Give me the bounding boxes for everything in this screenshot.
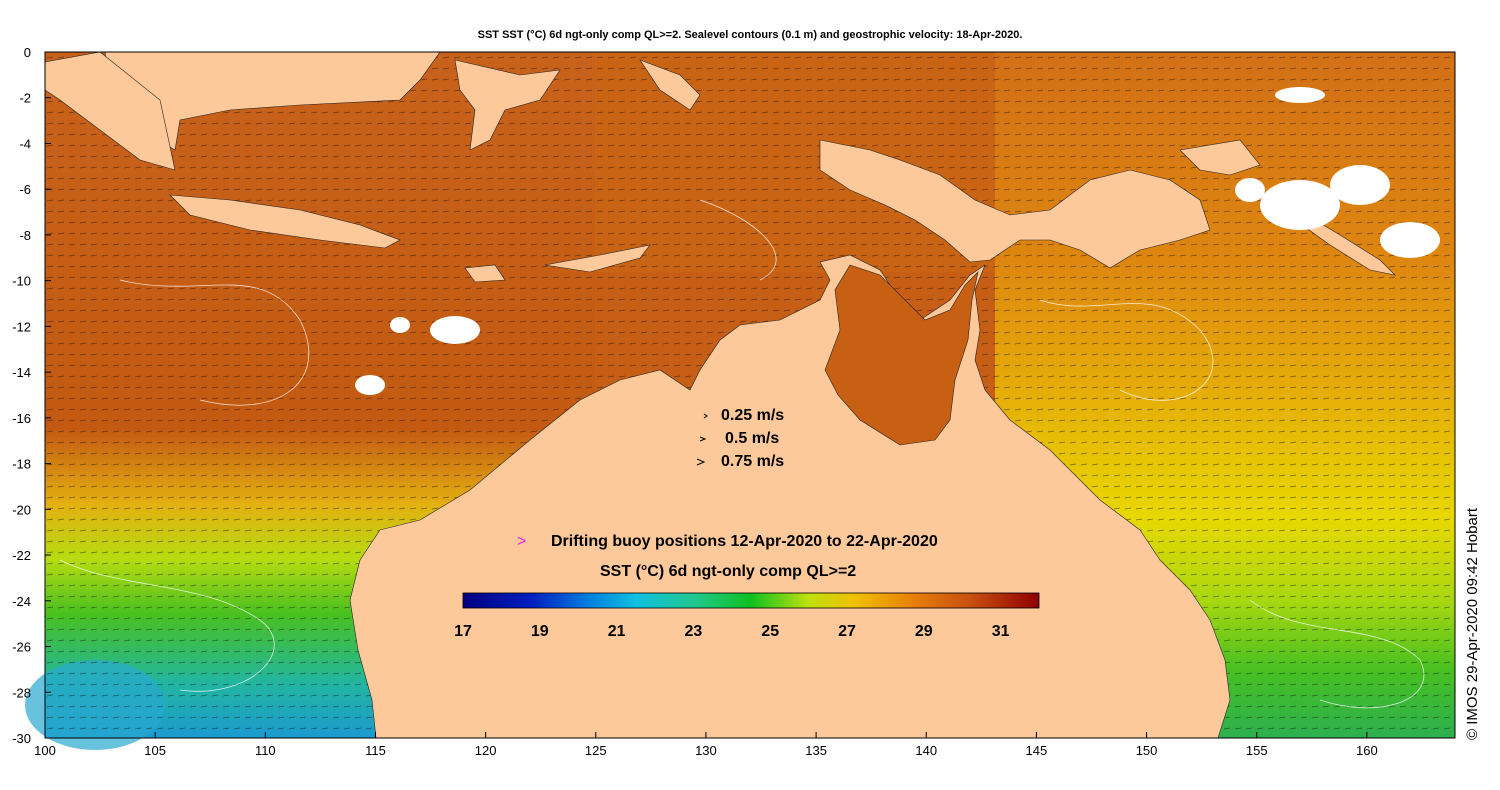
y-tick-label: -28 — [12, 685, 31, 700]
y-tick-label: -12 — [12, 319, 31, 334]
y-tick-label: -26 — [12, 640, 31, 655]
x-tick-label: 150 — [1136, 743, 1158, 758]
colorbar-tick-label: 31 — [992, 623, 1010, 640]
new-britain-landmass — [1179, 139, 1261, 176]
y-tick-label: -30 — [12, 731, 31, 746]
x-tick-label: 110 — [255, 743, 276, 758]
x-tick-label: 100 — [34, 743, 56, 758]
x-tick-label: 120 — [475, 743, 497, 758]
y-tick-label: -4 — [19, 136, 31, 151]
x-tick-label: 135 — [805, 743, 827, 758]
buoy-legend-symbol: > — [517, 533, 527, 550]
x-tick-label: 140 — [915, 743, 937, 758]
y-tick-label: -16 — [12, 411, 31, 426]
y-tick-label: -18 — [12, 457, 31, 472]
sealevel-contours — [59, 199, 1425, 709]
halmahera-landmass — [639, 59, 701, 111]
timor-landmass — [544, 244, 651, 273]
x-tick-label: 125 — [585, 743, 607, 758]
java-landmass — [169, 194, 401, 249]
y-axis: 0 -2 -4 -6 -8 -10 -12 -14 -16 -18 -20 -22 -24 -26 -28 -… — [12, 45, 51, 746]
plot-frame — [44, 51, 1456, 739]
y-tick-label: -24 — [12, 594, 31, 609]
y-tick-label: -6 — [19, 182, 31, 197]
colorbar-tick-label: 25 — [761, 623, 779, 640]
y-tick-label: -20 — [12, 502, 31, 517]
colorbar-tick-label: 29 — [915, 623, 933, 640]
gulf-of-carpentaria — [824, 264, 979, 446]
australia-landmass — [349, 254, 1231, 739]
sulawesi-landmass — [454, 59, 561, 151]
colorbar-title: SST (°C) 6d ngt-only comp QL>=2 — [600, 563, 857, 580]
velocity-legend-3: 0.75 m/s — [721, 453, 785, 470]
x-tick-label: 160 — [1356, 743, 1378, 758]
velocity-legend-1: 0.25 m/s — [721, 407, 785, 424]
x-tick-label: 130 — [695, 743, 717, 758]
x-tick-label: 155 — [1246, 743, 1268, 758]
y-tick-label: -10 — [12, 274, 31, 289]
sumba-landmass — [464, 264, 506, 283]
velocity-legend-arrows — [696, 413, 708, 466]
velocity-legend-2: 0.5 m/s — [725, 430, 780, 447]
x-tick-label: 145 — [1026, 743, 1048, 758]
y-tick-label: -14 — [12, 365, 31, 380]
cloud-gaps — [355, 87, 1440, 395]
sumatra-landmass — [44, 51, 176, 171]
x-tick-label: 105 — [144, 743, 166, 758]
colorbar-tick-label: 23 — [685, 623, 703, 640]
map-title: SST SST (°C) 6d ngt-only comp QL>=2. Sea… — [477, 29, 1023, 41]
x-axis: 100 105 110 115 120 125 130 135 140 145 150 155 160 — [34, 732, 1378, 758]
y-tick-label: 0 — [24, 45, 31, 60]
colorbar — [462, 592, 1040, 609]
colorbar-tick-label: 19 — [531, 623, 549, 640]
y-tick-label: -8 — [19, 228, 31, 243]
colorbar-tick-label: 21 — [608, 623, 626, 640]
y-tick-label: -2 — [19, 91, 31, 106]
x-tick-label: 115 — [365, 743, 386, 758]
colorbar-tick-label: 27 — [838, 623, 856, 640]
buoy-legend-label: Drifting buoy positions 12-Apr-2020 to 2… — [551, 533, 938, 550]
new-guinea-landmass — [819, 139, 1211, 269]
colorbar-ticks: 17 19 21 23 25 27 29 31 — [454, 623, 1009, 640]
colorbar-tick-label: 17 — [454, 623, 472, 640]
credit-text: © IMOS 29-Apr-2020 09:42 Hobart — [1464, 507, 1481, 740]
y-tick-label: -22 — [12, 548, 31, 563]
